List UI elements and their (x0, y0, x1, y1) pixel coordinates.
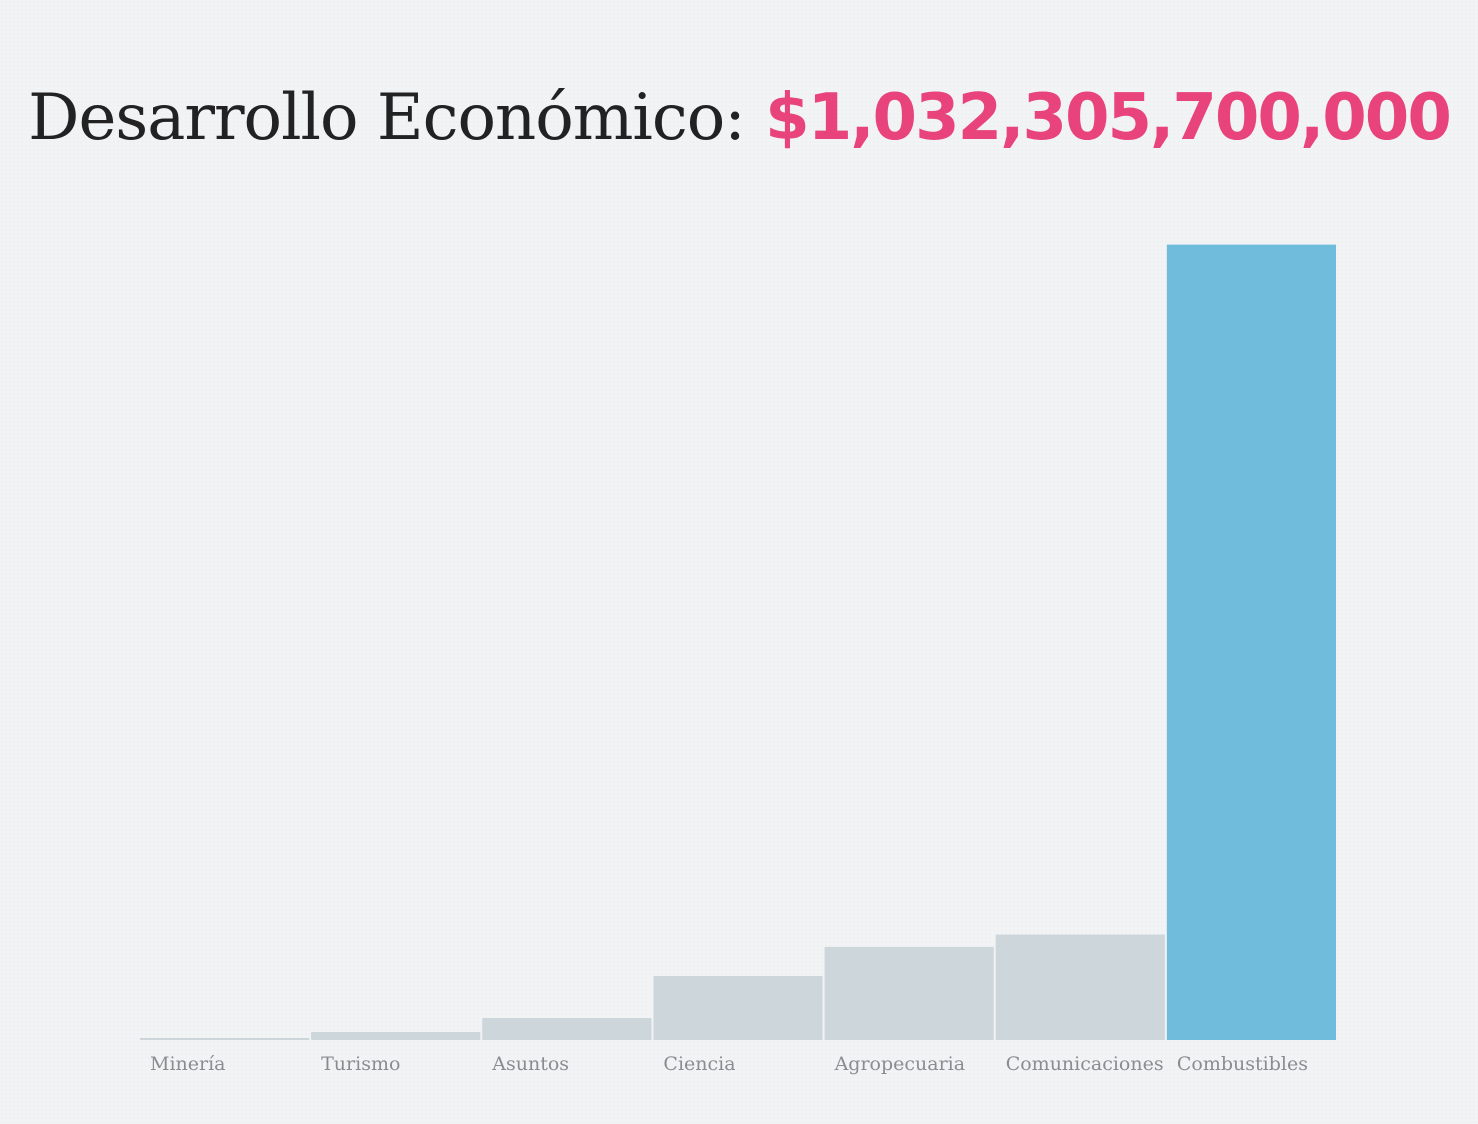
category-label: Turismo (321, 1053, 400, 1075)
chart-title: Desarrollo Económico: $1,032,305,700,000 (0, 78, 1478, 158)
category-label: Minería (150, 1053, 226, 1075)
bar-miner-a[interactable] (140, 1038, 310, 1040)
category-label-group: Minería Turismo Asuntos Ciencia Agropecuaria… (150, 1053, 1308, 1075)
bar-comunicaciones[interactable] (995, 934, 1165, 1040)
chart-title-total: $1,032,305,700,000 (765, 81, 1452, 155)
category-label: Asuntos (491, 1053, 569, 1075)
bar-ciencia[interactable] (653, 976, 823, 1040)
chart-title-label: Desarrollo Económico: (28, 81, 746, 155)
bar-agropecuaria[interactable] (824, 946, 994, 1040)
category-label: Combustibles (1177, 1053, 1308, 1075)
bar-asuntos[interactable] (482, 1018, 652, 1040)
category-label: Ciencia (663, 1053, 735, 1075)
bar-group (140, 244, 1336, 1040)
bar-turismo[interactable] (311, 1032, 481, 1040)
category-label: Agropecuaria (834, 1053, 966, 1075)
category-label: Comunicaciones (1006, 1053, 1164, 1075)
bar-combustibles[interactable] (1166, 244, 1336, 1040)
